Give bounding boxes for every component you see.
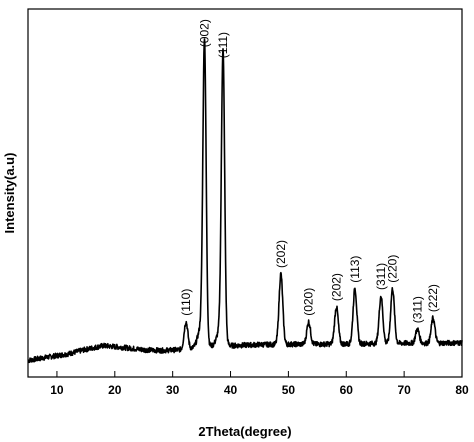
x-tick-label: 60 — [340, 383, 354, 397]
plot-frame — [27, 8, 463, 378]
peak-label: (002) — [198, 19, 212, 47]
xrd-spectrum-line — [27, 38, 463, 364]
peak-label: (111) — [216, 32, 230, 58]
x-tick-label: 70 — [397, 383, 411, 397]
peak-label: (020) — [302, 288, 316, 316]
x-tick-label: 80 — [455, 383, 469, 397]
peak-label: (202) — [274, 240, 288, 268]
peak-label: (311) — [374, 263, 388, 290]
x-tick-label: 50 — [282, 383, 296, 397]
x-tick-label: 30 — [166, 383, 180, 397]
x-axis-tick-labels: 10 20 30 40 50 60 70 80 — [50, 383, 469, 397]
peak-label: (202) — [329, 273, 343, 301]
peak-label: (110) — [179, 289, 193, 316]
peak-label: (311) — [410, 296, 424, 323]
peak-label: (222) — [426, 284, 440, 312]
peak-labels: (110) (002) (111) (202) (020) (202) (113) (311)… — [179, 19, 440, 323]
peak-label: (113) — [348, 256, 362, 283]
x-axis-title: 2Theta(degree) — [198, 424, 291, 439]
y-axis-title: Intensity(a.u) — [2, 153, 17, 234]
x-axis-ticks — [56, 371, 463, 377]
x-tick-label: 10 — [50, 383, 64, 397]
x-tick-label: 20 — [108, 383, 122, 397]
peak-label: (220) — [386, 255, 400, 283]
x-tick-label: 40 — [224, 383, 238, 397]
